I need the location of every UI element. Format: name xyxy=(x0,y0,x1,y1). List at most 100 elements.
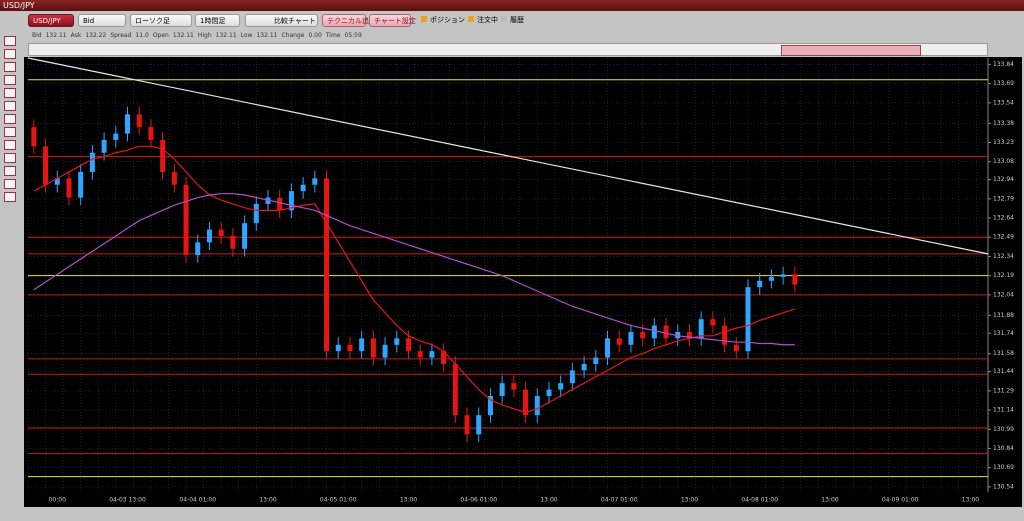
toggle[interactable]: ポジション xyxy=(421,15,465,26)
info-label: Spread xyxy=(110,32,132,39)
candle-body xyxy=(66,178,72,198)
x-tick-label: 13:00 xyxy=(962,497,979,504)
tool-icon[interactable] xyxy=(4,101,16,111)
y-tick-label: 131.14 xyxy=(993,407,1014,414)
add-technical-button[interactable]: テクニカル追加 xyxy=(322,14,376,27)
y-tick-label: 132.94 xyxy=(993,176,1014,183)
candle-body xyxy=(89,152,95,172)
y-tick-label: 131.74 xyxy=(993,330,1014,337)
candle-body xyxy=(288,191,294,211)
tool-icon[interactable] xyxy=(4,166,16,176)
candle-body xyxy=(54,178,60,185)
candle-body xyxy=(394,338,400,345)
candle-body xyxy=(347,344,353,352)
y-tick-label: 130.69 xyxy=(993,464,1014,471)
candle-body xyxy=(417,351,423,358)
candle-body xyxy=(523,389,529,416)
tool-icon[interactable] xyxy=(4,49,16,59)
price-select[interactable]: Bid xyxy=(78,14,126,27)
candle-body xyxy=(183,184,189,256)
chart-background xyxy=(24,57,1022,507)
candle-body xyxy=(710,319,716,326)
tool-icon[interactable] xyxy=(4,192,16,202)
y-tick-label: 132.19 xyxy=(993,272,1014,279)
candle-body xyxy=(242,223,248,249)
candle-body xyxy=(780,274,786,277)
info-label: High xyxy=(197,32,212,39)
symbol-button[interactable]: USD/JPY xyxy=(28,14,74,27)
settings-button[interactable]: チャート設定 xyxy=(369,14,416,27)
tool-icon[interactable] xyxy=(4,36,16,46)
x-tick-label: 13:00 xyxy=(821,497,838,504)
candle-body xyxy=(593,357,599,364)
period-select[interactable]: 1時間足 xyxy=(195,14,240,27)
compare-button[interactable]: 比較チャート xyxy=(245,14,318,27)
tool-icon[interactable] xyxy=(4,127,16,137)
candle-body xyxy=(745,287,751,352)
y-tick-label: 131.88 xyxy=(993,312,1014,319)
x-tick-label: 04-03 13:00 xyxy=(109,497,146,504)
x-tick-label: 13:00 xyxy=(540,497,557,504)
tool-icon[interactable] xyxy=(4,75,16,85)
y-tick-label: 133.84 xyxy=(993,61,1014,68)
y-tick-label: 130.99 xyxy=(993,426,1014,433)
info-bar: Bid 132.11 Ask 132.22 Spread 11.0 Open 132.11 Hi… xyxy=(32,32,366,39)
tool-icon[interactable] xyxy=(4,153,16,163)
candle-body xyxy=(616,338,622,345)
candle-body xyxy=(359,338,365,352)
candle-body xyxy=(686,331,692,339)
info-value: 132.11 xyxy=(45,32,67,39)
candle-body xyxy=(218,229,224,236)
candle-body xyxy=(628,331,634,345)
toggle-label: 注文中 xyxy=(477,16,498,24)
info-value: 0.00 xyxy=(308,32,322,39)
x-tick-label: 04-08 01:00 xyxy=(741,497,778,504)
tool-icon[interactable] xyxy=(4,62,16,72)
info-value: 132.11 xyxy=(256,32,278,39)
toggle-label: 履歴 xyxy=(510,16,524,24)
candle-body xyxy=(441,351,447,364)
y-tick-label: 133.69 xyxy=(993,80,1014,87)
candle-body xyxy=(546,389,552,396)
y-tick-label: 133.08 xyxy=(993,158,1014,165)
info-label: Time xyxy=(325,32,341,39)
indicator-line xyxy=(33,145,796,414)
y-tick-label: 131.44 xyxy=(993,368,1014,375)
navigator-range[interactable] xyxy=(781,45,921,56)
x-tick-label: 04-07 01:00 xyxy=(601,497,638,504)
candle-body xyxy=(651,325,657,339)
y-tick-label: 132.79 xyxy=(993,195,1014,202)
candle-body xyxy=(324,178,330,352)
sidebar xyxy=(4,36,16,205)
x-tick-label: 13:00 xyxy=(400,497,417,504)
candle-body xyxy=(206,229,212,243)
info-label: Open xyxy=(152,32,169,39)
title-bar: USD/JPY xyxy=(0,0,1024,11)
navigator[interactable] xyxy=(28,43,988,56)
toolbar: USD/JPY Bid ローソク足 1時間足 比較チャート テクニカル追加 チャ… xyxy=(24,13,1024,30)
y-tick-label: 132.34 xyxy=(993,253,1014,260)
info-label: Low xyxy=(240,32,253,39)
info-label: Bid xyxy=(32,32,42,39)
candle-body xyxy=(230,235,236,249)
candle-body xyxy=(698,319,704,339)
candle-body xyxy=(43,146,49,185)
y-tick-label: 131.29 xyxy=(993,387,1014,394)
tool-icon[interactable] xyxy=(4,140,16,150)
trend-line xyxy=(27,57,989,255)
toggle[interactable]: 注文中 xyxy=(468,15,498,26)
candle-body xyxy=(534,395,540,416)
tool-icon[interactable] xyxy=(4,179,16,189)
tool-icon[interactable] xyxy=(4,114,16,124)
candle-body xyxy=(101,139,107,153)
x-tick-label: 04-05 01:00 xyxy=(320,497,357,504)
chart-kind-select[interactable]: ローソク足 xyxy=(130,14,192,27)
tool-icon[interactable] xyxy=(4,88,16,98)
candle-body xyxy=(300,184,306,192)
candle-body xyxy=(405,338,411,352)
y-tick-label: 133.38 xyxy=(993,120,1014,127)
y-tick-label: 132.49 xyxy=(993,234,1014,241)
toggle[interactable]: 履歴 xyxy=(501,15,524,26)
info-value: 05:59 xyxy=(344,32,362,39)
